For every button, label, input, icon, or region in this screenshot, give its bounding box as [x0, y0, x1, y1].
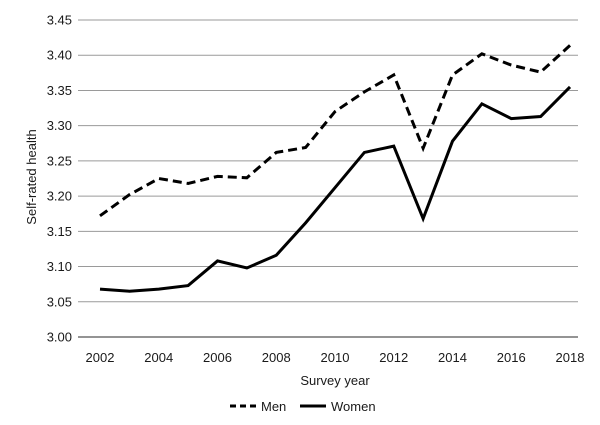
series-layer — [99, 44, 572, 293]
legend-label-men: Men — [261, 399, 286, 414]
x-tick-label: 2014 — [438, 350, 467, 365]
x-tick-label: 2004 — [144, 350, 173, 365]
y-tick-label: 3.20 — [47, 189, 72, 204]
y-tick-label: 3.05 — [47, 294, 72, 309]
x-tick-label: 2012 — [379, 350, 408, 365]
y-tick-label: 3.00 — [47, 330, 72, 345]
y-tick-label: 3.45 — [47, 13, 72, 28]
y-tick-label: 3.25 — [47, 153, 72, 168]
x-tick-labels: 2002 2004 2006 2008 2010 2012 2014 2016 2018 — [86, 350, 585, 365]
y-tick-label: 3.35 — [47, 83, 72, 98]
y-tick-label: 3.30 — [47, 118, 72, 133]
x-tick-label: 2006 — [203, 350, 232, 365]
series-line-women — [99, 85, 572, 293]
x-tick-label: 2002 — [86, 350, 115, 365]
x-tick-label: 2008 — [262, 350, 291, 365]
x-tick-label: 2016 — [497, 350, 526, 365]
y-tick-labels: 3.00 3.05 3.10 3.15 3.20 3.25 3.30 3.35 3.40 3.45 — [47, 13, 72, 345]
x-tick-label: 2010 — [321, 350, 350, 365]
y-tick-label: 3.15 — [47, 224, 72, 239]
y-tick-label: 3.40 — [47, 48, 72, 63]
y-tick-label: 3.10 — [47, 259, 72, 274]
series-line-men — [99, 44, 572, 218]
x-axis-title: Survey year — [300, 373, 370, 388]
legend-label-women: Women — [331, 399, 376, 414]
x-tick-label: 2018 — [556, 350, 585, 365]
legend: Men Women — [230, 399, 376, 414]
y-axis-title: Self-rated health — [24, 129, 39, 224]
